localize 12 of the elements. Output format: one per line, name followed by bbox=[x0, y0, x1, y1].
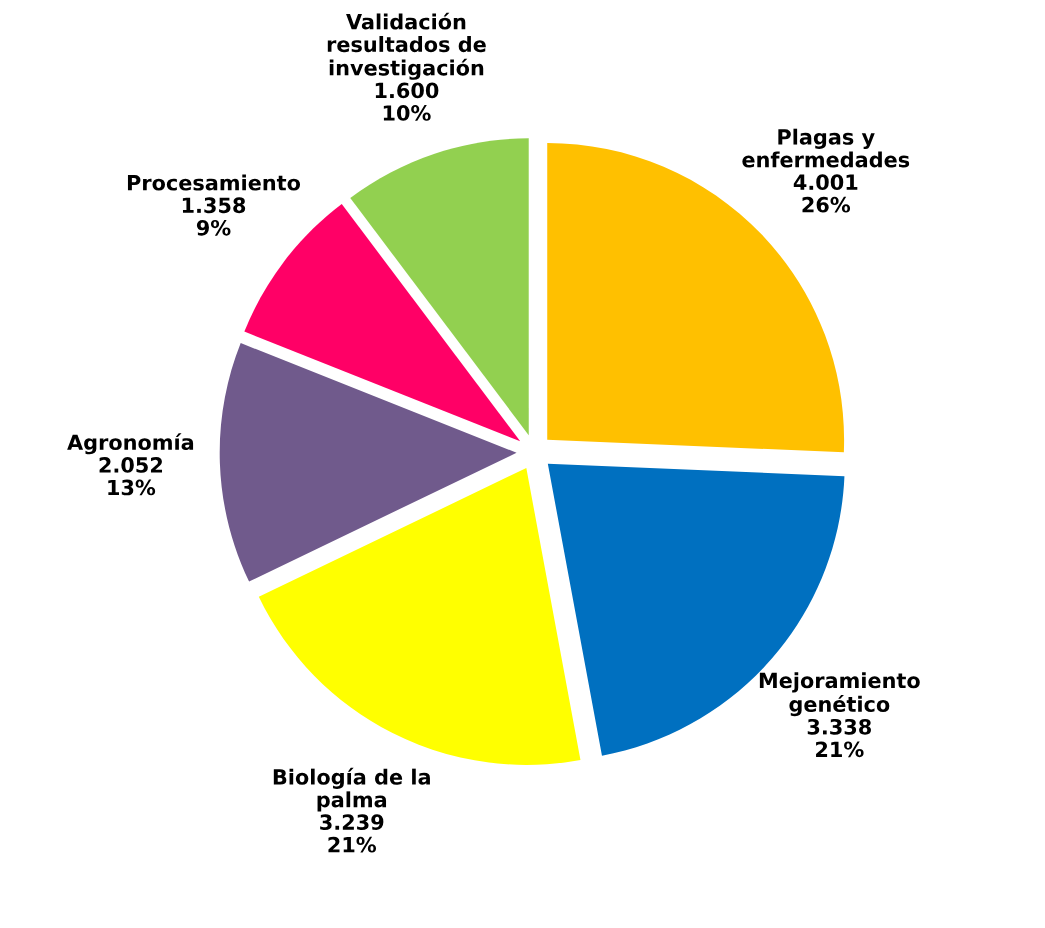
data-label: 1.358 9% bbox=[182, 197, 246, 236]
slice-label: Procesamiento bbox=[127, 174, 301, 191]
data-label: 3.239 21% bbox=[320, 814, 384, 853]
slice-label: Mejoramiento genético bbox=[759, 672, 920, 717]
data-label: 2.052 13% bbox=[99, 457, 163, 496]
data-label: 4.001 26% bbox=[793, 174, 858, 213]
slice-label: Biología de la palma bbox=[273, 767, 430, 812]
data-label: 3.338 21% bbox=[807, 718, 871, 758]
slice-label: Validación resultados de investigación bbox=[327, 12, 486, 80]
slice-label: Agronomía bbox=[67, 433, 194, 455]
data-label: 1.600 10% bbox=[375, 82, 439, 121]
slice-label: Plagas y enfermedades bbox=[742, 128, 910, 168]
